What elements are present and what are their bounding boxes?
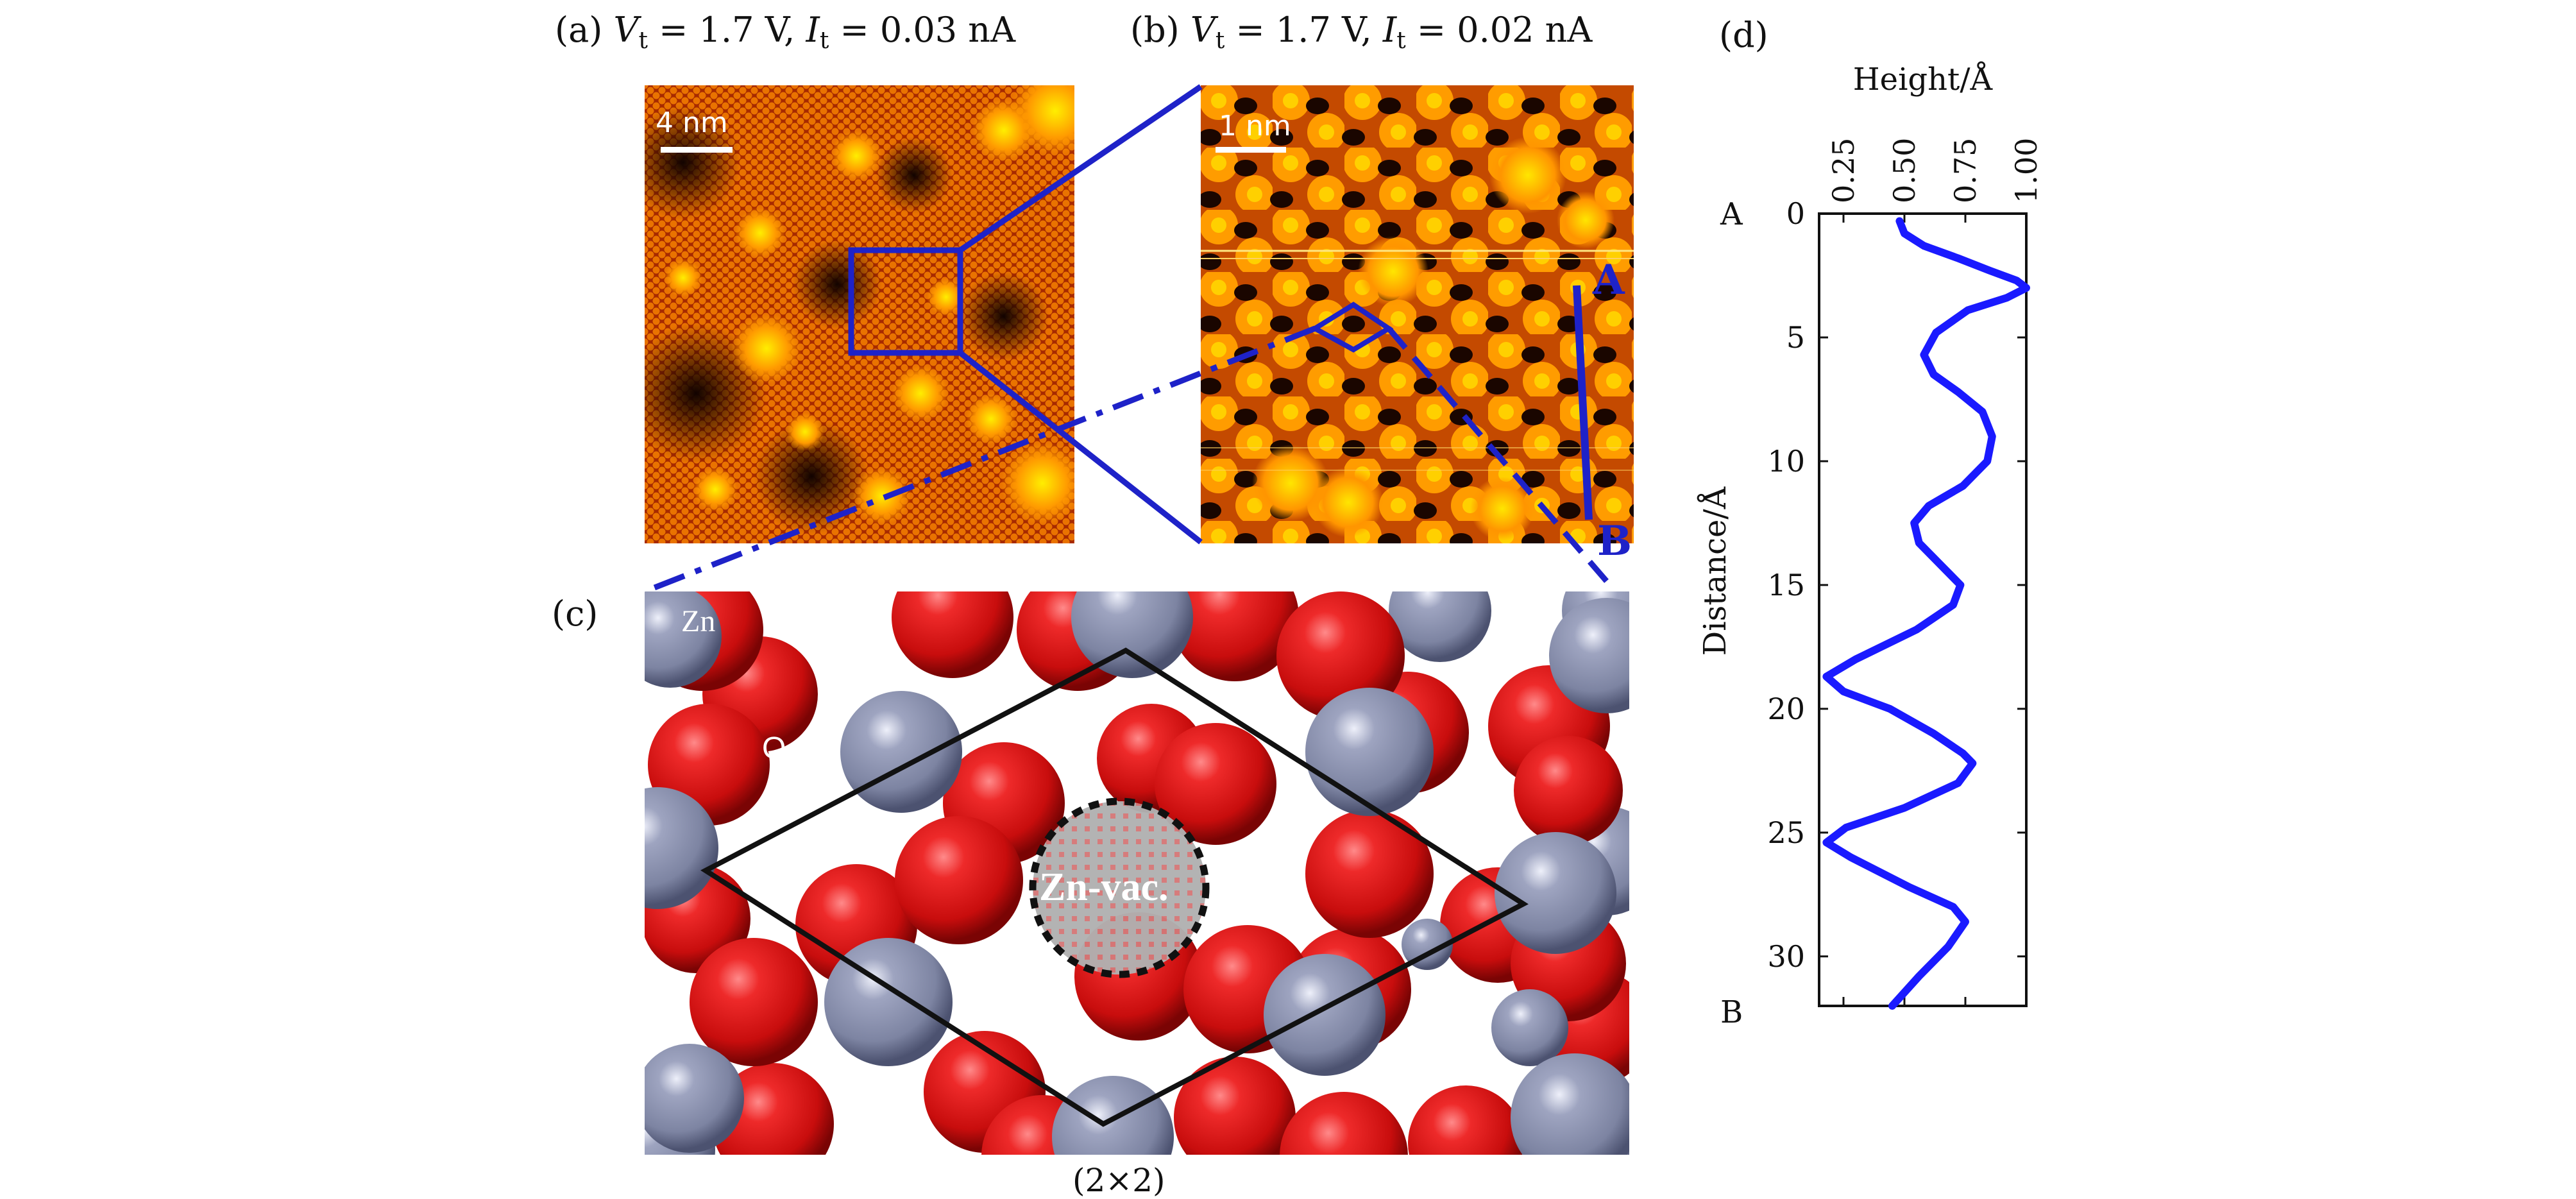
panel-a-letter: (a) (555, 10, 603, 50)
x-tick-label: 0.25 (1826, 138, 1861, 203)
scale-bar-b (1216, 147, 1286, 153)
panel-b-letter: (b) (1130, 10, 1180, 50)
zn-label: Zn (681, 604, 716, 638)
panel-b-voltage-value: = 1.7 V, (1224, 10, 1372, 50)
profile-point-b: B (1597, 517, 1632, 565)
panel-b-current-sub: t (1396, 28, 1406, 54)
scale-label-a: 4 nm (656, 106, 728, 139)
x-tick-label: 0.50 (1887, 138, 1922, 203)
x-tick-label: 0.75 (1948, 138, 1983, 203)
profile-point-a: A (1593, 256, 1625, 304)
panel-b-voltage-symbol: V (1190, 10, 1216, 50)
panel-b-caption: (b) Vt = 1.7 V, It = 0.02 nA (1130, 13, 1592, 53)
panel-b-current-value: = 0.02 nA (1405, 10, 1593, 50)
panel-b-current-symbol: I (1382, 10, 1397, 50)
y-tick-label: 15 (1767, 568, 1805, 602)
y-tick-label: 0 (1786, 196, 1805, 231)
panel-a-current-value: = 0.03 nA (829, 10, 1016, 50)
panel-d-letter: (d) (1719, 15, 1768, 55)
height-profile-line (1822, 217, 2030, 1010)
atomic-model-c (645, 591, 1629, 1155)
x-tick-label: 1.00 (2009, 138, 2044, 203)
stm-image-b (1201, 85, 1634, 543)
o-label: O (762, 731, 786, 765)
panel-a-voltage-symbol: V (613, 10, 639, 50)
panel-a-voltage-value: = 1.7 V, (647, 10, 795, 50)
profile-endpoint-b: B (1720, 994, 1743, 1026)
y-tick-label: 30 (1767, 939, 1805, 974)
panel-a-voltage-sub: t (638, 28, 648, 54)
y-tick-label: 25 (1767, 815, 1805, 850)
panel-c-letter: (c) (552, 593, 598, 634)
panel-a-caption: (a) Vt = 1.7 V, It = 0.03 nA (555, 13, 1015, 53)
vacancy-label: Zn-vac. (1039, 865, 1169, 909)
panel-a-current-sub: t (819, 28, 829, 54)
stm-image-a (645, 85, 1074, 543)
profile-endpoint-a: A (1720, 196, 1743, 232)
y-tick-label: 20 (1767, 692, 1805, 726)
scale-bar-a (661, 147, 733, 153)
y-axis-title: Distance/Å (1697, 486, 1733, 656)
y-tick-label: 10 (1767, 444, 1805, 479)
panel-b-voltage-sub: t (1215, 28, 1225, 54)
panel-a-current-symbol: I (806, 10, 820, 50)
unit-cell-label: (2×2) (1072, 1162, 1165, 1199)
height-profile-chart: 0.25 0.50 0.75 1.00 0 5 10 15 20 25 30 Height/Å Dist… (1697, 61, 2044, 1026)
y-tick-label: 5 (1786, 320, 1805, 355)
x-axis-title: Height/Å (1853, 61, 1994, 98)
scale-label-b: 1 nm (1219, 110, 1291, 142)
plot-frame (1818, 212, 2028, 1007)
